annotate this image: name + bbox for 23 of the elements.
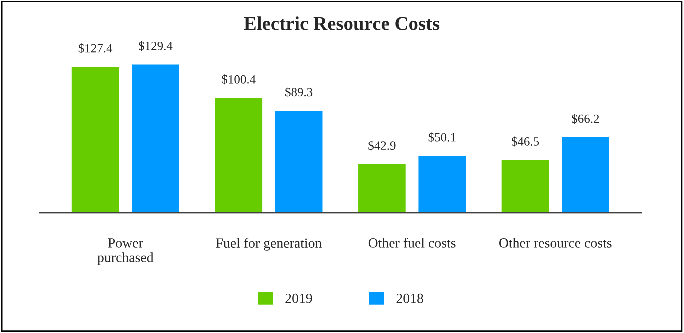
data-label: $42.9 — [368, 140, 396, 151]
data-label: $66.2 — [572, 114, 600, 124]
bar — [274, 110, 324, 214]
data-label: $50.1 — [428, 132, 456, 143]
bar — [70, 66, 121, 214]
legend-label: 2018 — [396, 294, 424, 304]
data-label: $89.3 — [286, 87, 313, 98]
x-tick-label: Fuel for generation — [216, 238, 322, 251]
x-tick-label: Other resource costs — [499, 238, 612, 248]
chart-title: Electric Resource Costs — [244, 16, 440, 30]
legend-label: 2019 — [286, 294, 312, 304]
bar — [130, 63, 181, 214]
data-label: $46.5 — [512, 136, 540, 147]
bar — [357, 163, 408, 214]
data-label: $127.4 — [78, 44, 113, 54]
bar — [560, 136, 611, 214]
x-tick-label: Other fuel costs — [368, 238, 456, 248]
bar — [417, 154, 468, 214]
x-tick-label: Power purchased — [98, 238, 154, 266]
bar — [500, 158, 551, 214]
data-label: $100.4 — [222, 74, 256, 85]
bar — [214, 96, 264, 214]
data-label: $129.4 — [139, 41, 173, 52]
